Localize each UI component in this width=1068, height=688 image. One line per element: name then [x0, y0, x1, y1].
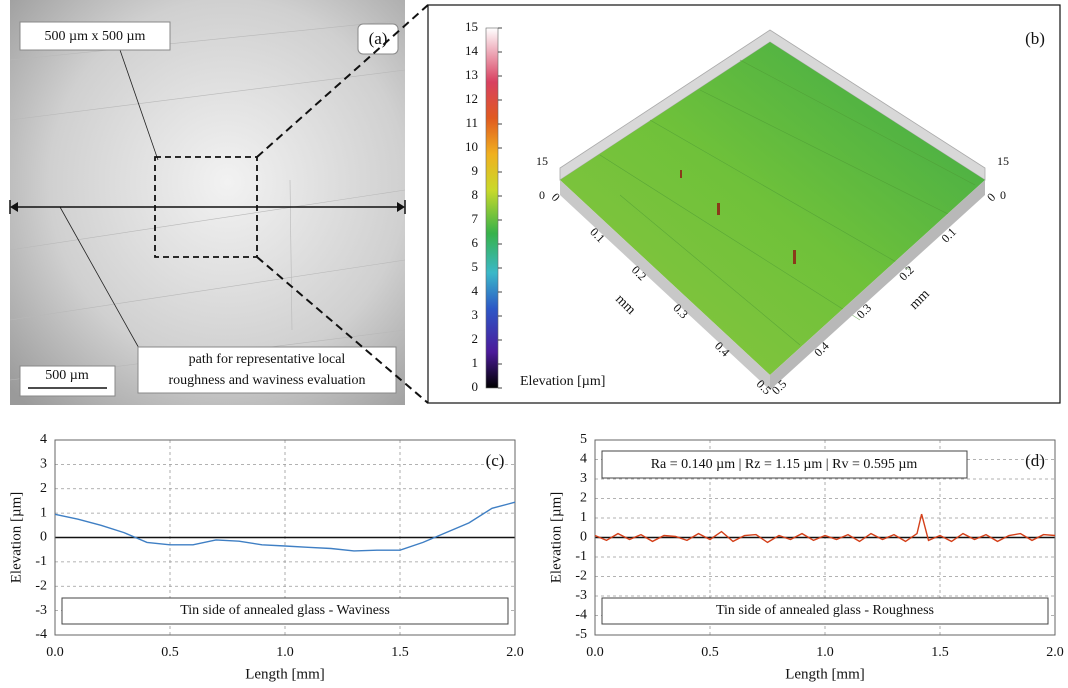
y-tick-label: -1	[35, 554, 47, 569]
z-tick-label: 0	[1000, 188, 1006, 202]
micrograph	[10, 0, 405, 405]
z-tick-label: 0	[539, 188, 545, 202]
colorbar-tick-label: 2	[472, 331, 479, 346]
legend-text: Tin side of annealed glass - Waviness	[180, 603, 390, 618]
plot-frame	[594, 439, 1056, 636]
legend-box	[61, 597, 509, 625]
colorbar-tick-label: 10	[465, 139, 478, 154]
x-tick-label: 1.5	[931, 645, 949, 660]
x-tick-label: 1.5	[391, 645, 409, 660]
y-tick-label: 0	[580, 530, 587, 545]
defects	[680, 170, 796, 264]
y-tick-label: 2	[40, 481, 47, 496]
x-axis-label: Length [mm]	[245, 666, 325, 682]
panel-label: (d)	[1025, 451, 1045, 470]
y-tick-label: 1	[40, 505, 47, 520]
y-tick-label: 3	[580, 471, 587, 486]
colorbar-tick-label: 4	[472, 283, 479, 298]
path-note: roughness and waviness evaluation	[168, 373, 365, 388]
y-tick-label: 4	[40, 432, 47, 447]
surface	[560, 42, 985, 375]
colorbar-tick-label: 8	[472, 187, 479, 202]
colorbar-tick-label: 15	[465, 19, 478, 34]
line	[54, 501, 516, 552]
panel-label: (a)	[369, 29, 388, 48]
label-box	[19, 21, 171, 51]
colorbar-tick-label: 6	[472, 235, 479, 250]
surface-side	[770, 180, 985, 390]
colorbar-tick-label: 14	[465, 43, 479, 58]
surface-side	[560, 180, 770, 390]
surface-streaks	[599, 59, 976, 346]
x-tick-label: 2.0	[1046, 645, 1064, 660]
pointer	[119, 49, 159, 161]
surface-panel: (b) Elevation [µm] mm mm	[427, 4, 1061, 404]
colorbar-tick-label: 7	[472, 211, 479, 226]
y-tick-label: 3	[40, 457, 47, 472]
colorbar-tick-label: 3	[472, 307, 479, 322]
x-tick-label: 1.0	[276, 645, 294, 660]
y-tick-label: 0	[40, 530, 47, 545]
micrograph-panel: 500 µm x 500 µm (a) path for representat…	[9, 0, 429, 405]
colorbar-tick-label: 0	[472, 379, 479, 394]
colorbar-tick-label: 13	[465, 67, 478, 82]
panel-label: (b)	[1025, 29, 1045, 48]
y-tick-label: -5	[575, 627, 587, 642]
y-tick-label: -4	[35, 627, 47, 642]
z-tick-label: 15	[536, 154, 548, 168]
y-tick-label: 5	[580, 432, 587, 447]
colorbar-tick-label: 11	[465, 115, 478, 130]
line	[594, 513, 1056, 544]
zoom-line	[256, 256, 429, 404]
y-tick-label: 1	[580, 510, 587, 525]
annotation: Ra = 0.140 µm | Rz = 1.15 µm | Rv = 0.59…	[651, 457, 918, 472]
y-axis-label: Elevation [µm]	[8, 492, 24, 584]
y-tick-label: -3	[35, 603, 47, 618]
x-tick-label: 0.0	[46, 645, 64, 660]
pointer	[59, 206, 141, 351]
panel-label: (c)	[486, 451, 505, 470]
y-tick-label: 4	[580, 452, 587, 467]
y-tick-label: -2	[575, 569, 587, 584]
legend-box	[601, 597, 1049, 625]
x-tick-label: 0.5	[161, 645, 179, 660]
x-tick-label: 0.5	[701, 645, 719, 660]
plot-frame	[54, 439, 516, 636]
z-tick-label: 15	[997, 154, 1009, 168]
annotation-box	[601, 450, 968, 479]
colorbar	[485, 27, 499, 389]
colorbar-tick-label: 1	[472, 355, 479, 370]
x-tick-label: 1.0	[816, 645, 834, 660]
colorbar-tick-label: 12	[465, 91, 478, 106]
y-tick-label: 2	[580, 491, 587, 506]
y-axis-label: Elevation [µm]	[548, 492, 564, 584]
legend-text: Tin side of annealed glass - Roughness	[716, 603, 934, 618]
y-tick-label: -3	[575, 588, 587, 603]
colorbar-tick-label: 5	[472, 259, 479, 274]
y-tick-label: -2	[35, 578, 47, 593]
x-tick-label: 0.0	[586, 645, 604, 660]
x-axis-label: Length [mm]	[785, 666, 865, 682]
y-tick-label: -1	[575, 549, 587, 564]
label-box	[19, 365, 116, 397]
area-label: 500 µm x 500 µm	[45, 29, 146, 44]
y-tick-label: -4	[575, 608, 587, 623]
x-tick-label: 2.0	[506, 645, 524, 660]
colorbar-tick-label: 9	[472, 163, 479, 178]
label-box	[357, 23, 399, 55]
path-note: path for representative local	[189, 352, 346, 367]
colorbar-label: Elevation [µm]	[520, 374, 605, 389]
label-box	[137, 346, 397, 394]
scale-bar-label: 500 µm	[45, 368, 89, 383]
